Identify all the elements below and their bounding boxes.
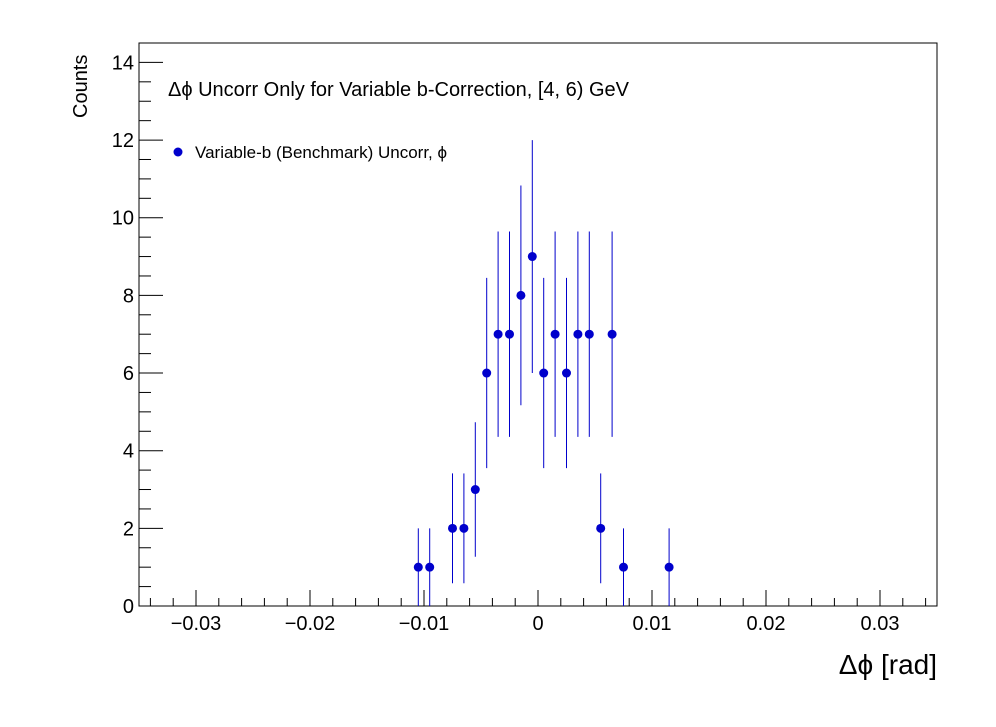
x-tick-label: 0.03 xyxy=(861,613,900,635)
axes-frame xyxy=(138,42,938,607)
data-point xyxy=(550,329,560,339)
x-tick-label: −0.01 xyxy=(399,613,450,635)
y-tick-label: 14 xyxy=(112,52,134,74)
y-tick-label: 10 xyxy=(112,208,134,230)
x-tick-label: −0.02 xyxy=(285,613,336,635)
axis-tick-labels: −0.03 −0.02 −0.01 0 0.01 0.02 0.03 0 2 4 6 8 10 12 14 xyxy=(112,52,900,635)
data-point xyxy=(470,485,480,495)
data-point xyxy=(516,290,526,300)
data-point xyxy=(505,329,514,339)
data-point xyxy=(619,562,628,572)
y-axis-label: Counts xyxy=(70,55,92,118)
axis-ticks xyxy=(139,42,927,607)
data-point xyxy=(664,562,674,572)
data-points xyxy=(413,252,674,572)
y-tick-label: 12 xyxy=(112,130,134,152)
plot-frame xyxy=(138,42,938,607)
data-point xyxy=(448,523,457,533)
y-tick-label: 0 xyxy=(123,596,134,618)
data-point xyxy=(459,523,469,533)
data-point xyxy=(413,562,423,572)
y-tick-label: 4 xyxy=(123,441,134,463)
data-point xyxy=(607,329,617,339)
y-tick-label: 6 xyxy=(123,363,134,385)
data-point xyxy=(425,562,435,572)
data-point xyxy=(573,329,583,339)
x-tick-label: 0.01 xyxy=(633,613,672,635)
data-point xyxy=(584,329,594,339)
y-tick-label: 2 xyxy=(123,518,134,540)
legend-label: Variable-b (Benchmark) Uncorr, ϕ xyxy=(195,143,447,162)
data-point xyxy=(596,523,606,533)
data-point xyxy=(493,329,503,339)
data-point xyxy=(527,252,537,262)
x-tick-label: 0 xyxy=(532,613,543,635)
x-tick-label: −0.03 xyxy=(171,613,222,635)
data-point xyxy=(562,368,571,378)
chart-title: Δϕ Uncorr Only for Variable b-Correction… xyxy=(168,79,630,101)
legend: Variable-b (Benchmark) Uncorr, ϕ xyxy=(173,143,447,162)
y-tick-label: 8 xyxy=(123,285,134,307)
legend-marker xyxy=(173,147,183,157)
data-point xyxy=(482,368,492,378)
x-axis-label: Δϕ [rad] xyxy=(839,649,937,680)
data-point xyxy=(539,368,549,378)
x-tick-label: 0.02 xyxy=(747,613,786,635)
